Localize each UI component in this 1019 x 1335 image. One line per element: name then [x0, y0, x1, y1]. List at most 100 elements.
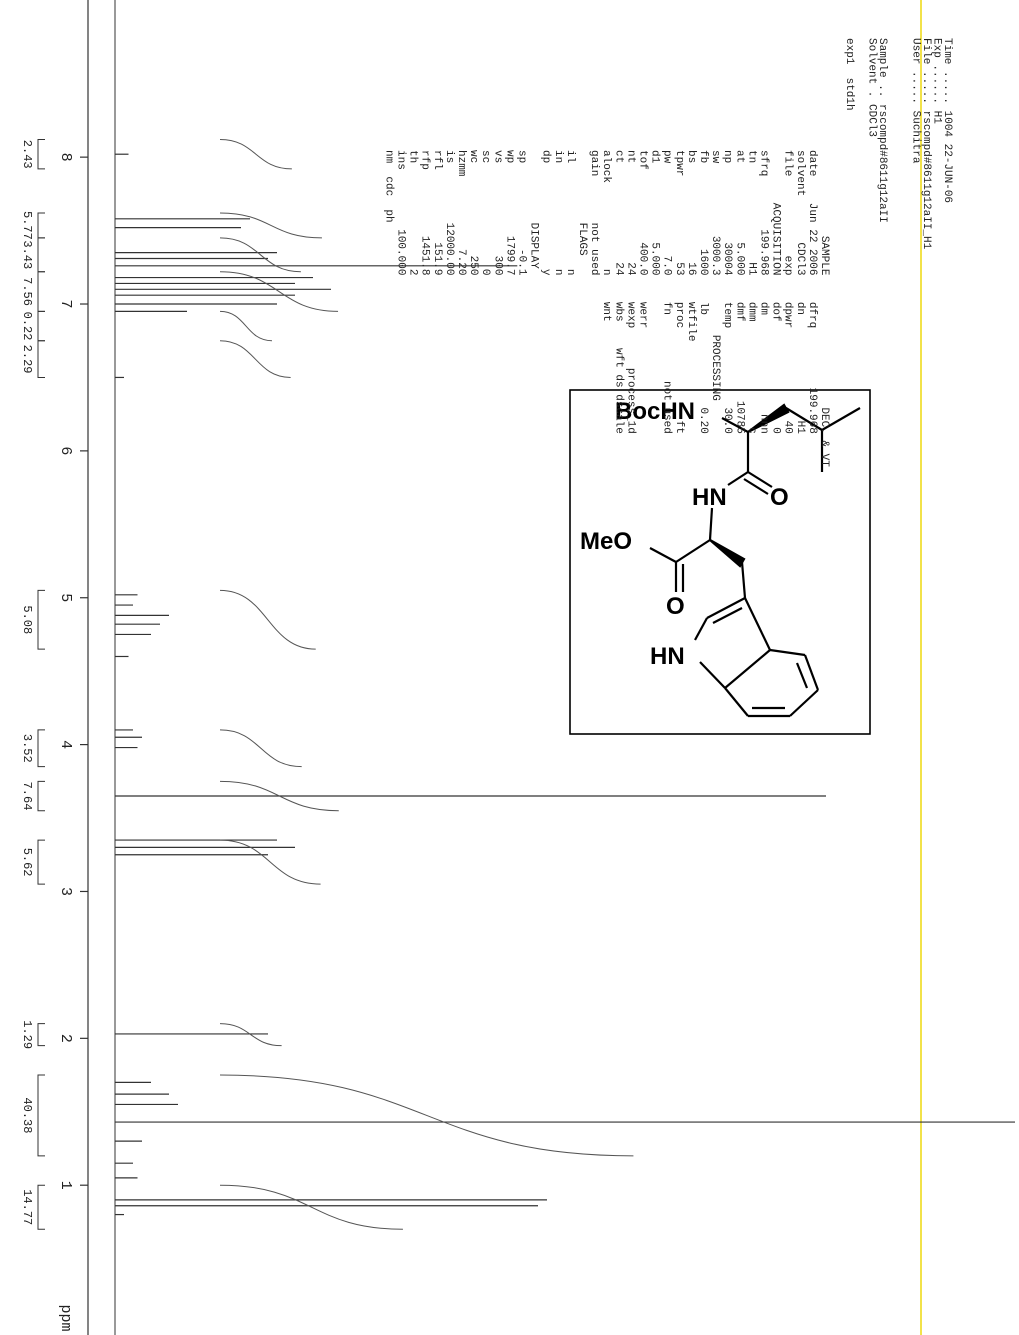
bond	[789, 689, 819, 717]
param-text: ct 24 wbs wft ds dscale	[612, 150, 624, 434]
param-text: hzmm 7.20	[455, 150, 467, 275]
structure	[569, 389, 871, 735]
param-text: nt 24 wexp process_1d	[624, 150, 636, 434]
param-text: il n	[564, 150, 576, 275]
param-text: sfrq 199.968 dm nnn	[758, 150, 770, 434]
integral-bracket	[37, 1184, 45, 1230]
x-tick-label: 3	[57, 887, 74, 896]
bond	[706, 597, 746, 619]
atom-label: O	[770, 484, 789, 511]
atom-label: HN	[692, 484, 727, 511]
integral-label: 7.56	[20, 277, 34, 306]
param-text: ACQUISITION dof 0	[770, 150, 782, 434]
integral-label: 0.22	[20, 312, 34, 341]
integral-bracket	[37, 340, 45, 378]
bond	[712, 607, 743, 624]
integral-trace	[219, 340, 291, 378]
integral-label: 2.43	[20, 140, 34, 169]
param-text: th 2	[407, 150, 419, 275]
param-text: tof 400.0 werr	[637, 150, 649, 328]
bond	[675, 539, 711, 563]
bond	[747, 471, 773, 488]
integral-trace	[219, 271, 339, 312]
integral-label: 1.29	[20, 1020, 34, 1049]
integral-trace	[219, 237, 301, 273]
integral-bracket	[37, 1074, 45, 1157]
x-tick-label: 5	[57, 593, 74, 602]
param-text: sw 3000.3 PROCESSING	[709, 150, 721, 401]
param-text: dp y	[540, 150, 552, 276]
param-text: sp -0.1	[516, 150, 528, 276]
param-text: alock n wnt	[600, 150, 612, 322]
param-text: wp 1799.7	[503, 150, 515, 275]
integral-bracket	[37, 589, 45, 650]
param-text: solvent CDCl3 dn H1	[794, 150, 806, 434]
param-text: np 30004 temp 30.0	[721, 150, 733, 434]
integral-label: 3.52	[20, 734, 34, 763]
param-text: file exp dpwr 40	[782, 150, 794, 434]
bond	[740, 561, 747, 599]
integral-trace	[219, 1023, 282, 1047]
param-text: tn H1 dmm c	[745, 150, 757, 434]
param-text: fb 1600 lb 0.20	[697, 150, 709, 434]
bond	[724, 649, 771, 689]
param-text: Exp ...... H1	[931, 38, 943, 124]
bond	[795, 662, 809, 689]
atom-label: HN	[650, 643, 685, 670]
integral-trace	[219, 589, 316, 650]
integral-label: 5.08	[20, 605, 34, 634]
param-text: DISPLAY	[528, 150, 540, 269]
integral-bracket	[37, 139, 45, 170]
x-tick-label: 6	[57, 446, 74, 455]
integral-label: 2.29	[20, 345, 34, 374]
param-text: at 5.000 dmf 10785	[733, 150, 745, 434]
integral-trace	[219, 1074, 634, 1157]
param-text: ins 100.000	[395, 150, 407, 275]
param-text: d1 5.000	[649, 150, 661, 275]
integral-bracket	[37, 212, 45, 239]
integral-bracket	[37, 271, 45, 312]
param-text: SAMPLE DEC. & VT	[818, 150, 830, 467]
param-text: is 12000.00	[443, 150, 455, 275]
param-text: pw 7.0 fn not used	[661, 150, 673, 434]
bond	[708, 507, 714, 541]
x-tick-label: 1	[57, 1181, 74, 1190]
integral-trace	[219, 1184, 403, 1230]
integral-trace	[219, 839, 321, 885]
structure-labels: BocHN HN O MeO O HN	[580, 398, 789, 670]
integral-label: 7.64	[20, 782, 34, 811]
atom-label: O	[666, 593, 685, 620]
param-text: User ..... Suchitra	[910, 38, 922, 164]
param-text: rfl 151.9	[431, 150, 443, 275]
integral-label: 5.77	[20, 211, 34, 240]
bond	[724, 687, 749, 717]
integral-label: 3.43	[20, 240, 34, 269]
integral-label: 40.38	[20, 1097, 34, 1133]
bond	[785, 407, 823, 431]
integral-trace	[219, 310, 272, 342]
bond	[699, 661, 726, 689]
integral-bracket	[37, 839, 45, 885]
integral-bracket	[37, 310, 45, 342]
param-text: gain not used	[588, 150, 600, 275]
x-tick-label: 8	[57, 153, 74, 162]
bond	[821, 407, 861, 431]
x-tick-label: 2	[57, 1034, 74, 1043]
param-text: exp1 std1h	[843, 38, 855, 111]
integral-trace	[219, 212, 322, 239]
wedge-bond	[709, 539, 746, 568]
integral-bracket	[37, 780, 45, 812]
param-text: Time ..... 1004 22-JUN-06	[941, 38, 953, 203]
integral-bracket	[37, 729, 45, 768]
integral-label: 5.62	[20, 848, 34, 877]
param-text: tpwr 53 proc ft	[673, 150, 685, 434]
atom-label: BocHN	[615, 398, 695, 425]
param-text: vs 300	[491, 150, 503, 275]
bond	[649, 547, 677, 563]
bond	[727, 471, 749, 486]
param-text: FLAGS	[576, 150, 588, 256]
integral-bracket	[37, 1023, 45, 1047]
bond	[743, 478, 769, 495]
integral-trace	[219, 780, 339, 812]
